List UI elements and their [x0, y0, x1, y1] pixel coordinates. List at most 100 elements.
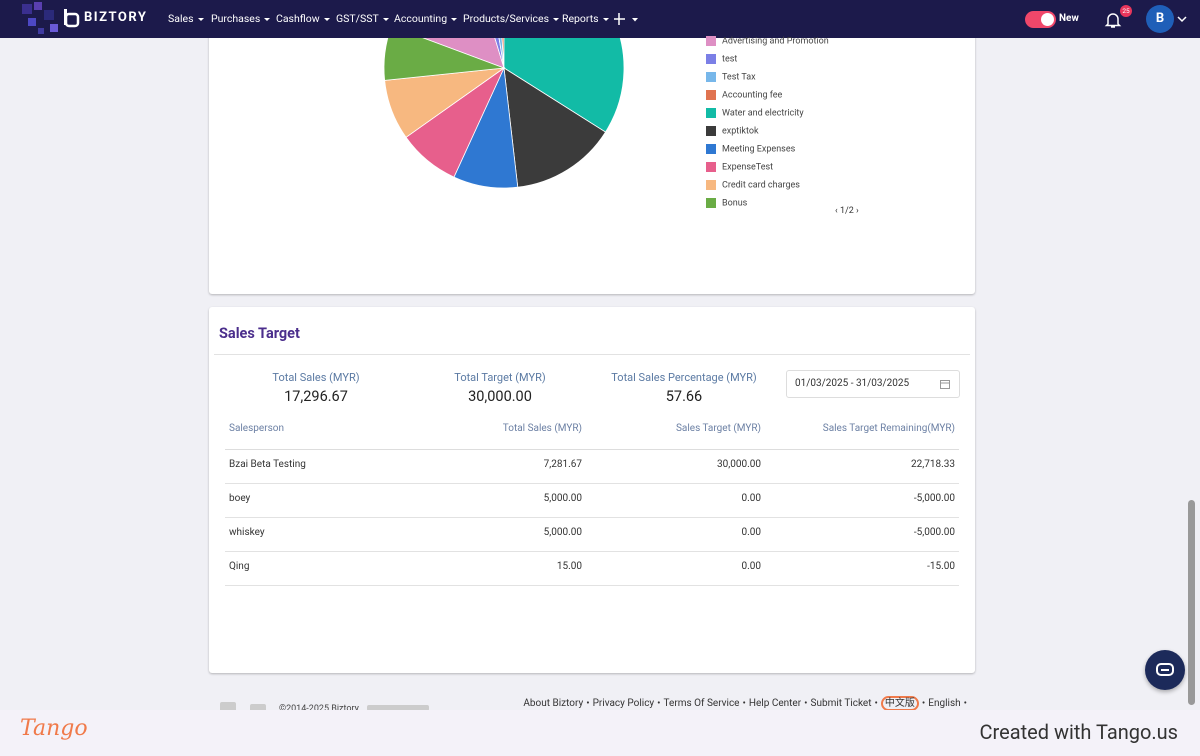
avatar[interactable]: B — [1146, 5, 1174, 33]
table-rule — [225, 517, 959, 518]
table-cell: 7,281.67 — [543, 459, 582, 470]
legend-item[interactable]: Credit card charges — [706, 180, 800, 190]
footer-link[interactable]: English — [928, 698, 961, 709]
legend-item[interactable]: exptiktok — [706, 126, 759, 136]
expense-card: ‹ 1/2 › — [209, 20, 975, 294]
table-rule — [225, 551, 959, 552]
legend-label: Accounting fee — [722, 90, 783, 101]
summary-label: Total Target (MYR) — [454, 371, 546, 384]
legend-swatch — [706, 36, 716, 46]
legend-item[interactable]: Bonus — [706, 198, 747, 208]
summary-value: 17,296.67 — [284, 388, 348, 405]
footer-link[interactable]: Submit Ticket — [810, 698, 872, 709]
summary-value: 57.66 — [665, 388, 703, 405]
notification-badge: 25 — [1120, 5, 1132, 17]
legend-label: Credit card charges — [722, 180, 800, 191]
table-rule — [225, 483, 959, 484]
tango-credit: Created with Tango.us — [979, 720, 1178, 744]
table-cell: 5,000.00 — [543, 493, 582, 504]
footer-separator: • — [963, 698, 967, 709]
legend-swatch — [706, 90, 716, 100]
table-cell: 22,718.33 — [911, 459, 955, 470]
table-cell: Qing — [229, 561, 250, 572]
legend-pager[interactable]: ‹ 1/2 › — [835, 206, 859, 216]
toggle-label: New — [1059, 13, 1079, 24]
chat-button[interactable] — [1145, 650, 1185, 690]
date-range-input[interactable]: 01/03/2025 - 31/03/2025 — [786, 370, 960, 398]
footer-separator: • — [804, 698, 808, 709]
navbar: BIZTORY Sales Purchases Cashflow GST/SST Acc… — [0, 0, 1200, 38]
pie-slice[interactable] — [384, 67, 506, 138]
legend-label: Advertising and Promotion — [722, 36, 829, 47]
menu-item[interactable]: Purchases — [211, 12, 271, 25]
legend-swatch — [706, 54, 716, 64]
pie-slice[interactable] — [453, 66, 519, 189]
pie-slice[interactable] — [503, 67, 607, 188]
table-cell: 15.00 — [556, 561, 582, 572]
legend-label: test — [722, 54, 738, 65]
bell-icon[interactable] — [1104, 11, 1122, 29]
footer-link[interactable]: Privacy Policy — [592, 698, 655, 709]
legend-swatch — [706, 144, 716, 154]
brand[interactable]: BIZTORY — [84, 10, 148, 25]
table-header: Sales Target (MYR) — [675, 423, 761, 434]
footer-separator: • — [874, 698, 878, 709]
legend-item[interactable]: Meeting Expenses — [706, 144, 795, 154]
table-cell: whiskey — [229, 527, 265, 538]
legend-label: Bonus — [722, 198, 748, 209]
divider — [214, 354, 970, 355]
legend-label: Test Tax — [722, 72, 756, 83]
summary-value: 30,000.00 — [468, 388, 532, 405]
avatar-caret — [1177, 16, 1187, 23]
table-cell: -5,000.00 — [913, 493, 955, 504]
footer-link[interactable]: 中文版 — [880, 696, 919, 711]
table-header: Total Sales (MYR) — [502, 423, 582, 434]
footer-separator: • — [921, 698, 926, 709]
legend-item[interactable]: Accounting fee — [706, 90, 782, 100]
menu-item[interactable]: GST/SST — [336, 12, 389, 25]
table-cell: 0.00 — [741, 493, 762, 504]
tango-bar: Tango Created with Tango.us — [0, 710, 1200, 756]
footer-link[interactable]: About Biztory — [523, 698, 584, 709]
copyright: ©2014-2025 Biztory — [279, 704, 359, 714]
legend-item[interactable]: Test Tax — [706, 72, 756, 82]
pie-chart — [383, 20, 625, 189]
table-rule — [225, 449, 959, 450]
table-cell: boey — [229, 493, 251, 504]
legend-label: ExpenseTest — [722, 162, 774, 173]
menu-item[interactable]: Reports — [562, 12, 609, 25]
legend-item[interactable]: Water and electricity — [706, 108, 804, 118]
menu-item[interactable]: Cashflow — [276, 12, 330, 25]
calendar-icon — [940, 380, 950, 389]
pie-slice[interactable] — [405, 66, 505, 178]
footer-link[interactable]: Terms Of Service — [663, 698, 740, 709]
legend-swatch — [706, 162, 716, 172]
legend-item[interactable]: ExpenseTest — [706, 162, 773, 172]
summary-label: Total Sales Percentage (MYR) — [611, 371, 757, 384]
menu-item[interactable]: Accounting — [394, 12, 458, 25]
footer-link[interactable]: Help Center — [748, 698, 802, 709]
legend-label: Water and electricity — [722, 108, 804, 119]
toggle[interactable] — [1025, 11, 1056, 28]
version-pill — [367, 705, 429, 711]
footer-separator: • — [586, 698, 590, 709]
scrollbar-thumb[interactable] — [1188, 500, 1195, 705]
legend-swatch — [706, 198, 716, 208]
table-cell: -5,000.00 — [913, 527, 955, 538]
menu-item[interactable]: Products/Services — [463, 12, 560, 25]
summary-label: Total Sales (MYR) — [272, 371, 360, 384]
legend-item[interactable]: Advertising and Promotion — [706, 36, 829, 46]
card-title: Sales Target — [219, 325, 300, 342]
legend-swatch — [706, 180, 716, 190]
table-header: Sales Target Remaining(MYR) — [822, 423, 955, 434]
tango-logo: Tango — [20, 716, 88, 741]
legend-label: Meeting Expenses — [722, 144, 796, 155]
footer-separator: • — [657, 698, 661, 709]
add-menu[interactable] — [614, 12, 640, 26]
table-header: Salesperson — [229, 423, 284, 434]
table-cell: 0.00 — [741, 561, 762, 572]
pager-text: 1/2 — [839, 206, 854, 216]
legend-item[interactable]: test — [706, 54, 737, 64]
menu-item[interactable]: Sales — [168, 12, 204, 25]
